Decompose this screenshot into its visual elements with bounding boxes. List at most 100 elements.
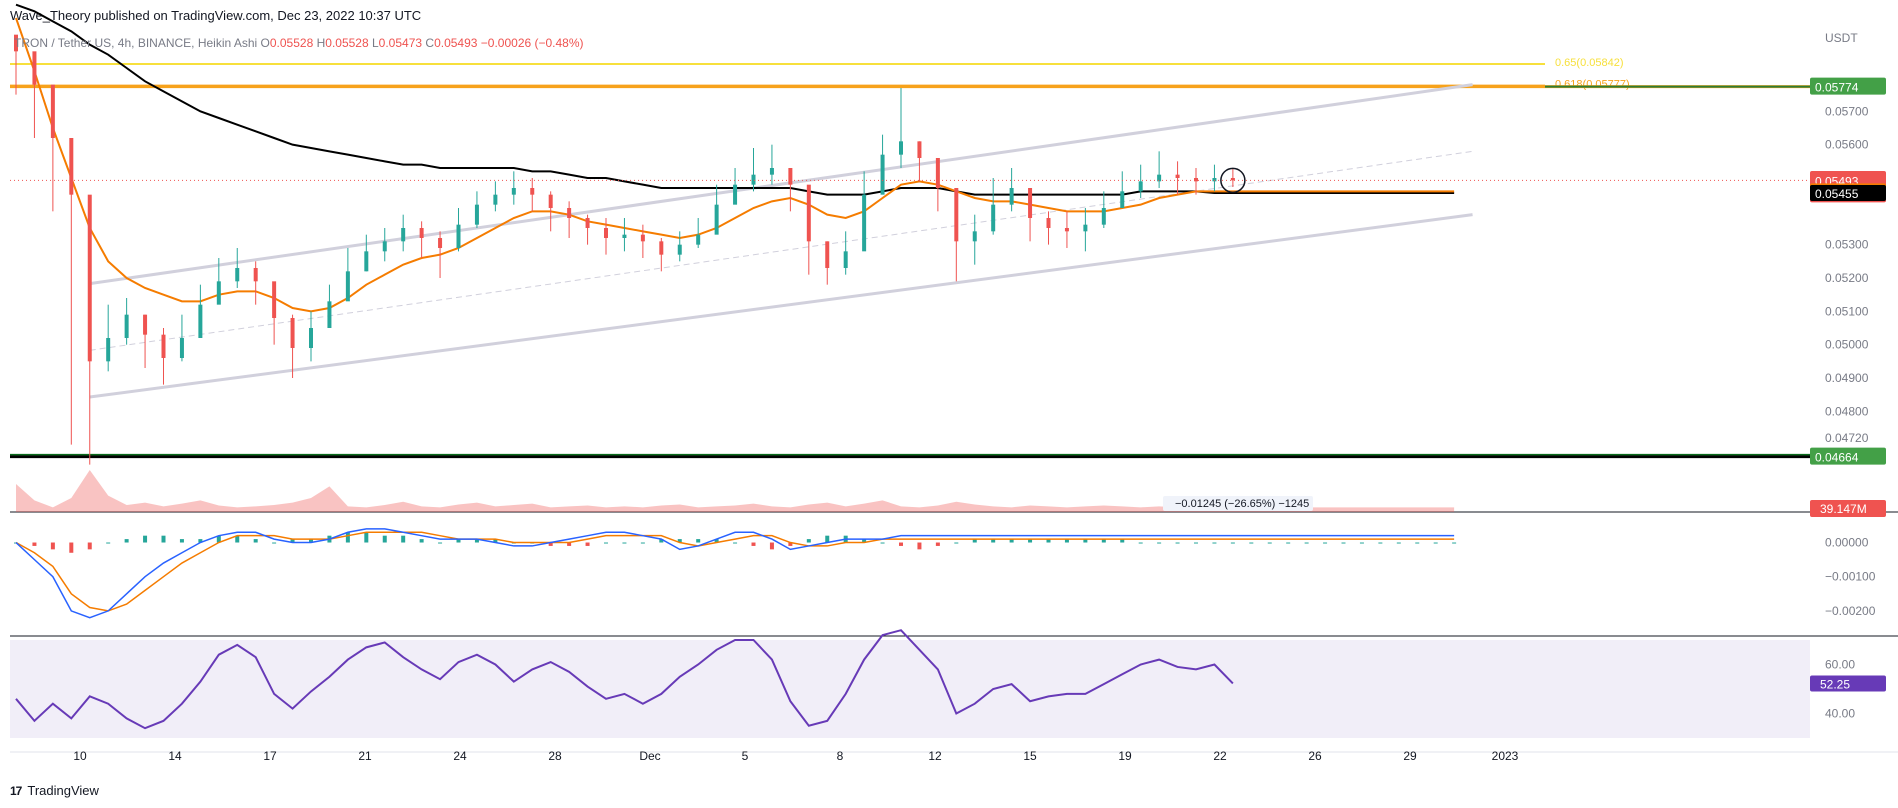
candle-body	[345, 271, 350, 302]
level-badge-label: 0.05774	[1815, 81, 1859, 95]
y-tick-label: 0.05000	[1825, 338, 1869, 352]
macd-histogram-bar	[1046, 539, 1051, 543]
macd-histogram-bar	[954, 542, 959, 544]
macd-histogram-bar	[751, 542, 756, 546]
footer-brand[interactable]: 17 TradingView	[10, 783, 99, 798]
candle-body	[1083, 224, 1088, 232]
y-tick-label: 0.04900	[1825, 371, 1869, 385]
candle-body	[917, 141, 922, 158]
macd-histogram-bar	[1267, 542, 1272, 544]
publisher-header: Wave_Theory published on TradingView.com…	[10, 8, 422, 23]
y-tick-label: 0.05100	[1825, 304, 1869, 318]
candle-body	[567, 208, 572, 218]
macd-histogram-bar	[659, 539, 664, 543]
macd-histogram-bar	[1341, 542, 1346, 544]
candle-body	[1028, 188, 1033, 218]
macd-tick-label: −0.00100	[1825, 570, 1876, 584]
macd-signal-line	[15, 531, 1455, 612]
macd-histogram-bar	[161, 535, 166, 543]
macd-histogram-bar	[696, 539, 701, 543]
y-tick-label: 0.05600	[1825, 138, 1869, 152]
macd-histogram-bar	[1212, 542, 1217, 544]
candle-body	[253, 268, 258, 282]
candle-body	[696, 234, 701, 245]
candle-body	[143, 314, 148, 335]
x-tick-label: 21	[358, 749, 372, 763]
candle-body	[1175, 174, 1180, 178]
macd-histogram-bar	[419, 539, 424, 543]
macd-histogram-bar	[972, 539, 977, 543]
volume-badge	[1810, 500, 1886, 517]
candle-body	[1157, 174, 1162, 182]
rsi-band	[10, 640, 1810, 738]
y-tick-label: 0.04800	[1825, 404, 1869, 418]
candle-body	[87, 194, 92, 362]
x-tick-label: 2023	[1492, 749, 1519, 763]
macd-histogram-bar	[1175, 542, 1180, 544]
candle-body	[751, 174, 756, 185]
measure-label: −0.01245 (−26.65%) −1245	[1175, 498, 1309, 510]
rsi-tick-label: 60.00	[1825, 658, 1855, 672]
macd-histogram-bar	[474, 539, 479, 543]
macd-histogram-bar	[548, 542, 553, 546]
level-badge-label: 0.04664	[1815, 451, 1859, 465]
candle-body	[769, 168, 774, 175]
circle-marker	[1220, 167, 1246, 194]
channel-line	[89, 83, 1473, 286]
candle-body	[364, 251, 369, 272]
macd-histogram-bar	[143, 535, 148, 543]
candle-body	[622, 234, 627, 238]
candle-body	[382, 241, 387, 252]
x-tick-label: 24	[453, 749, 467, 763]
macd-histogram-bar	[1009, 539, 1014, 543]
candle-body	[806, 184, 811, 242]
macd-histogram-bar	[50, 542, 55, 550]
macd-histogram-bar	[677, 539, 682, 543]
macd-histogram-bar	[567, 542, 572, 546]
rsi-badge	[1810, 675, 1886, 692]
macd-histogram-bar	[198, 539, 203, 543]
candle-body	[309, 328, 313, 348]
measure-box	[1163, 496, 1313, 511]
macd-histogram-bar	[456, 539, 461, 543]
candle-body	[1046, 218, 1051, 228]
level-badge	[1810, 447, 1886, 465]
macd-histogram-bar	[622, 542, 627, 544]
candle-body	[14, 34, 18, 52]
macd-histogram-bar	[1323, 542, 1328, 544]
candle-body	[272, 281, 277, 318]
candle-body	[456, 224, 461, 248]
macd-histogram-bar	[1433, 542, 1438, 544]
candle-body	[862, 194, 867, 252]
macd-histogram-bar	[32, 542, 37, 546]
x-tick-label: Dec	[639, 749, 660, 763]
macd-histogram-bar	[806, 539, 811, 543]
x-tick-label: 10	[73, 749, 87, 763]
candle-body	[677, 244, 682, 255]
macd-histogram-bar	[401, 535, 406, 543]
macd-histogram-bar	[640, 542, 645, 544]
x-tick-label: 29	[1403, 749, 1417, 763]
candle-body	[548, 194, 553, 208]
macd-histogram-bar	[917, 542, 922, 550]
rsi-line	[15, 629, 1234, 730]
volume-badge-label: 39.147M	[1820, 502, 1867, 516]
x-tick-label: 12	[928, 749, 942, 763]
candle-body	[1101, 208, 1106, 225]
candle-body	[438, 238, 443, 248]
candle-body	[198, 304, 203, 338]
level-badge	[1810, 77, 1886, 95]
macd-histogram-bar	[733, 542, 738, 544]
candle-body	[1138, 181, 1143, 192]
macd-histogram-bar	[309, 539, 313, 543]
macd-histogram-bar	[1157, 542, 1162, 544]
x-tick-label: 5	[742, 749, 749, 763]
candle-body	[659, 241, 664, 255]
macd-histogram-bar	[1138, 542, 1143, 544]
candle-body	[530, 188, 535, 195]
candle-body	[216, 281, 221, 305]
macd-histogram-bar	[345, 532, 350, 543]
candle-body	[733, 184, 738, 205]
macd-histogram-bar	[253, 539, 258, 543]
